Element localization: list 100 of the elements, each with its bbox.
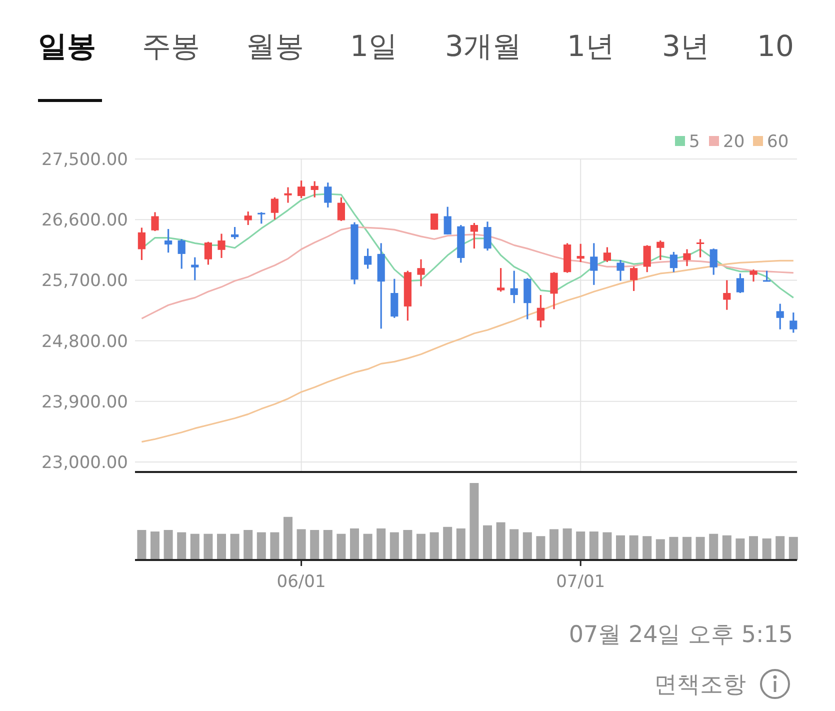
candlestick	[417, 258, 425, 288]
bar	[722, 535, 732, 560]
bar	[682, 536, 692, 560]
line-series	[140, 226, 794, 320]
bar	[788, 536, 798, 560]
candlestick	[284, 186, 292, 204]
candlestick	[244, 210, 252, 226]
bar	[776, 536, 785, 560]
candlestick	[324, 182, 332, 208]
legend-label: 5	[689, 132, 700, 152]
x-tick-label: 07/01	[556, 572, 606, 592]
candlestick	[696, 238, 704, 258]
candlestick	[630, 266, 638, 292]
bar	[483, 525, 492, 560]
bar	[256, 532, 266, 560]
candlestick	[484, 220, 492, 252]
candlestick	[164, 228, 172, 254]
bar	[217, 534, 226, 560]
x-tick-label: 06/01	[276, 572, 326, 592]
bar	[602, 532, 612, 560]
y-tick-label: 26,600.00	[41, 210, 128, 231]
candlestick	[138, 226, 146, 261]
bar	[562, 528, 572, 560]
candlestick	[430, 212, 438, 230]
text: 1일	[350, 29, 398, 63]
bar	[642, 536, 652, 560]
bar	[430, 532, 439, 560]
candlestick	[536, 294, 544, 328]
candlestick	[736, 272, 744, 294]
y-tick-label: 23,900.00	[41, 392, 128, 412]
text: 면책조항	[654, 672, 746, 698]
y-tick-label: 24,800.00	[41, 332, 128, 352]
text: 1년	[567, 29, 614, 63]
y-tick-label: 25,700.00	[41, 271, 128, 292]
bar	[190, 534, 200, 560]
text: 일봉	[38, 29, 96, 63]
candlestick	[710, 248, 718, 276]
candlestick	[510, 270, 518, 304]
bar	[496, 522, 506, 560]
text: 3개월	[445, 29, 522, 63]
bar	[230, 534, 240, 560]
bar	[576, 532, 586, 560]
candlestick	[151, 211, 159, 232]
bar	[536, 536, 546, 560]
candlestick	[723, 279, 731, 311]
bar	[204, 534, 213, 560]
bar	[336, 534, 346, 560]
bar	[656, 539, 665, 560]
candlestick	[550, 271, 558, 310]
candlestick	[258, 211, 266, 224]
bar	[629, 535, 638, 560]
bar	[443, 526, 452, 560]
bar	[390, 532, 399, 560]
bar	[270, 532, 280, 560]
candlestick	[750, 268, 758, 282]
text: 주봉	[142, 29, 200, 63]
bar	[310, 530, 320, 560]
y-tick-label: 27,500.00	[41, 150, 128, 170]
bar	[416, 534, 426, 560]
candlestick	[444, 206, 452, 236]
bar	[323, 530, 332, 560]
candlestick	[390, 278, 398, 319]
candlestick	[776, 302, 784, 330]
candlestick	[231, 226, 239, 240]
candlestick	[218, 232, 226, 259]
candlestick	[310, 180, 318, 198]
candlestick	[670, 251, 678, 273]
candlestick	[270, 196, 278, 220]
candlestick	[178, 238, 186, 270]
candlestick	[204, 241, 212, 266]
y-tick-label: 23,000.00	[41, 452, 128, 473]
bar	[616, 535, 625, 560]
bar	[510, 529, 519, 560]
bar	[350, 528, 359, 560]
bar	[150, 532, 160, 560]
bar	[589, 532, 598, 560]
candlestick	[298, 180, 306, 199]
candlestick	[470, 222, 478, 250]
candlestick	[643, 244, 651, 273]
candlestick	[497, 267, 505, 292]
candlestick	[683, 248, 691, 267]
bar	[709, 534, 718, 560]
candlestick	[191, 256, 199, 281]
bar	[456, 528, 466, 560]
bar	[137, 530, 146, 560]
candlestick	[576, 243, 584, 263]
bar	[550, 529, 558, 560]
bar	[296, 529, 306, 560]
bar	[470, 483, 479, 560]
text: 07월 24일 오후 5:15	[568, 622, 793, 648]
bar	[244, 530, 253, 560]
candlestick	[590, 242, 598, 286]
bar	[164, 530, 173, 560]
candlestick	[616, 259, 624, 282]
candlestick	[790, 312, 798, 334]
bar	[403, 530, 412, 560]
bar	[376, 528, 386, 560]
candlestick	[603, 246, 611, 263]
bar	[762, 538, 772, 560]
bar	[736, 538, 745, 560]
